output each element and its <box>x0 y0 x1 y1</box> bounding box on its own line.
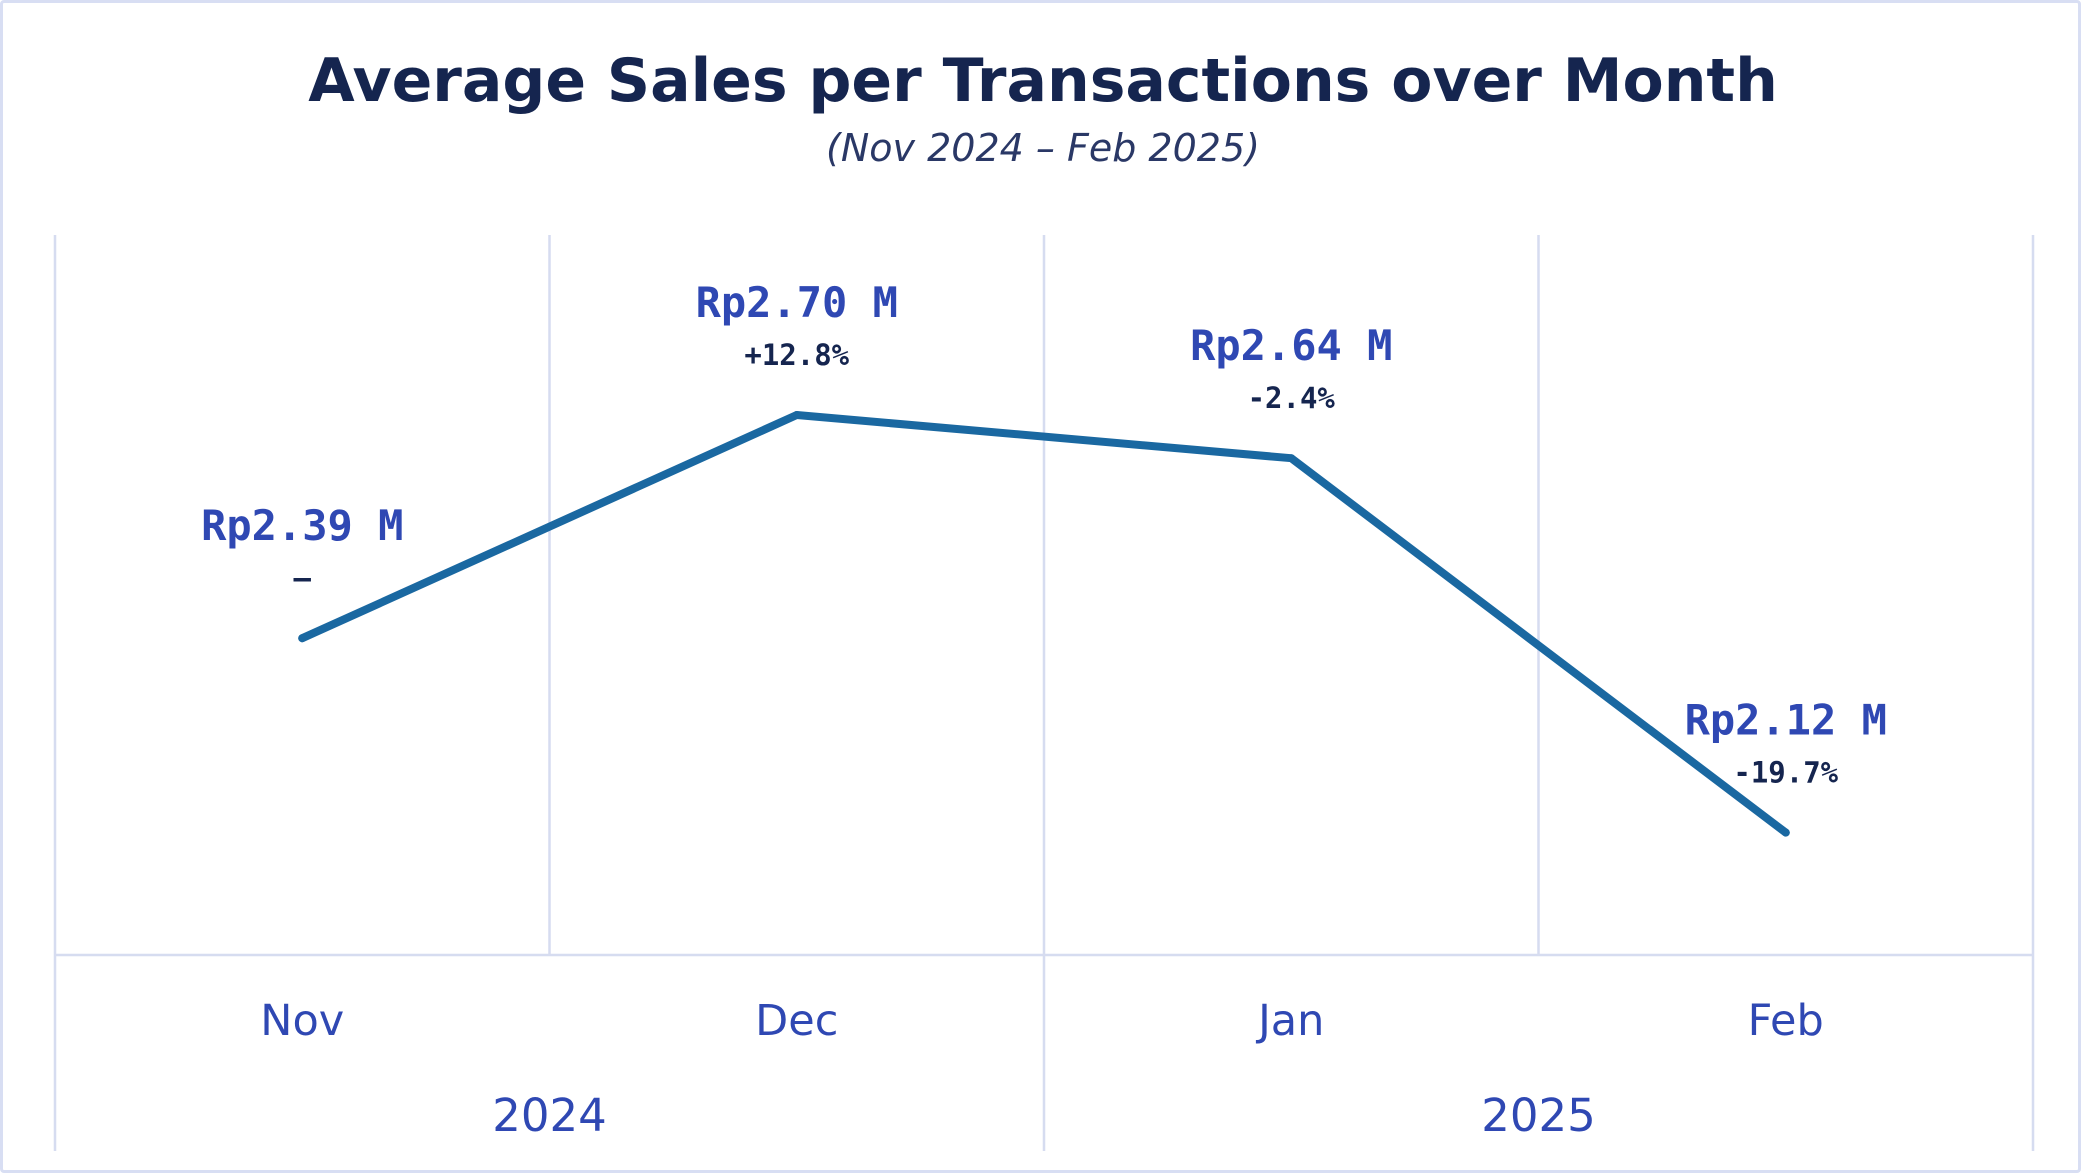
x-tick-label: Feb <box>1748 996 1824 1046</box>
series-line-layer <box>298 411 1790 837</box>
data-point <box>298 634 307 643</box>
x-tick-label: Nov <box>260 996 344 1046</box>
data-value-label: Rp2.12 M <box>1685 696 1887 745</box>
chart-title: Average Sales per Transactions over Mont… <box>308 46 1778 116</box>
grid-lines <box>53 235 2035 1151</box>
x-group-label: 2024 <box>492 1089 607 1142</box>
data-value-label: Rp2.70 M <box>696 278 898 327</box>
chart-subtitle: (Nov 2024 – Feb 2025) <box>826 126 1260 170</box>
x-axis: Nov Dec Jan Feb 2024 2025 <box>260 996 1824 1142</box>
data-change-label: -19.7% <box>1733 756 1838 790</box>
data-point <box>792 411 801 419</box>
data-change-label: – <box>294 561 312 595</box>
data-value-label: Rp2.39 M <box>201 501 403 550</box>
line-chart: Average Sales per Transactions over Mont… <box>53 46 2035 1151</box>
data-label-layer: Rp2.39 M – Rp2.70 M +12.8% Rp2.64 M -2.4% Rp2.… <box>201 278 1887 790</box>
data-change-label: -2.4% <box>1248 381 1336 415</box>
x-tick-label: Jan <box>1255 996 1324 1046</box>
x-tick-label: Dec <box>755 996 838 1046</box>
data-point <box>1287 454 1296 463</box>
data-change-label: +12.8% <box>744 338 849 372</box>
x-group-label: 2025 <box>1481 1089 1596 1142</box>
series-line <box>298 411 1790 837</box>
data-point <box>1781 828 1790 837</box>
data-value-label: Rp2.64 M <box>1190 321 1392 370</box>
